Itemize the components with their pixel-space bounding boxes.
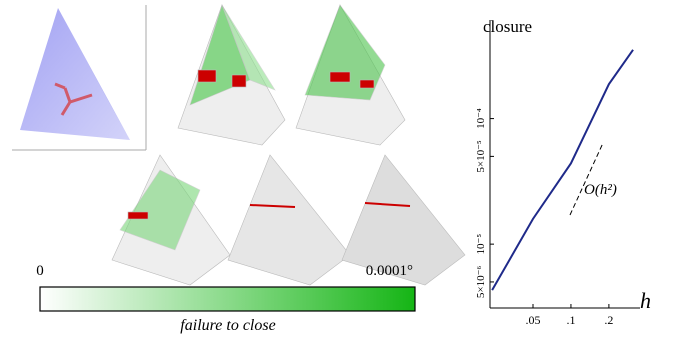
colorbar-max: 0.0001° <box>366 263 413 279</box>
chart-title: closure <box>483 17 532 36</box>
x-tick-label: .1 <box>566 313 575 327</box>
colorbar <box>39 286 416 312</box>
x-tick-label: .2 <box>604 313 613 327</box>
tetrahedron-illustration <box>12 5 147 151</box>
y-tick-label: 5×10⁻⁵ <box>475 140 487 173</box>
x-axis-label: h <box>640 288 651 313</box>
y-tick-label: 10⁻⁵ <box>475 234 487 255</box>
colorbar-min: 0 <box>36 263 44 279</box>
data-line <box>491 49 634 291</box>
y-tick-label: 5×10⁻⁶ <box>475 266 487 299</box>
colorbar-caption: failure to close <box>180 317 275 334</box>
x-tick-label: .05 <box>525 313 540 327</box>
y-tick-label: 10⁻⁴ <box>475 108 487 129</box>
pyramid-illustrations <box>111 4 466 286</box>
annotation: O(h²) <box>584 182 617 198</box>
reference-slope <box>569 142 604 216</box>
